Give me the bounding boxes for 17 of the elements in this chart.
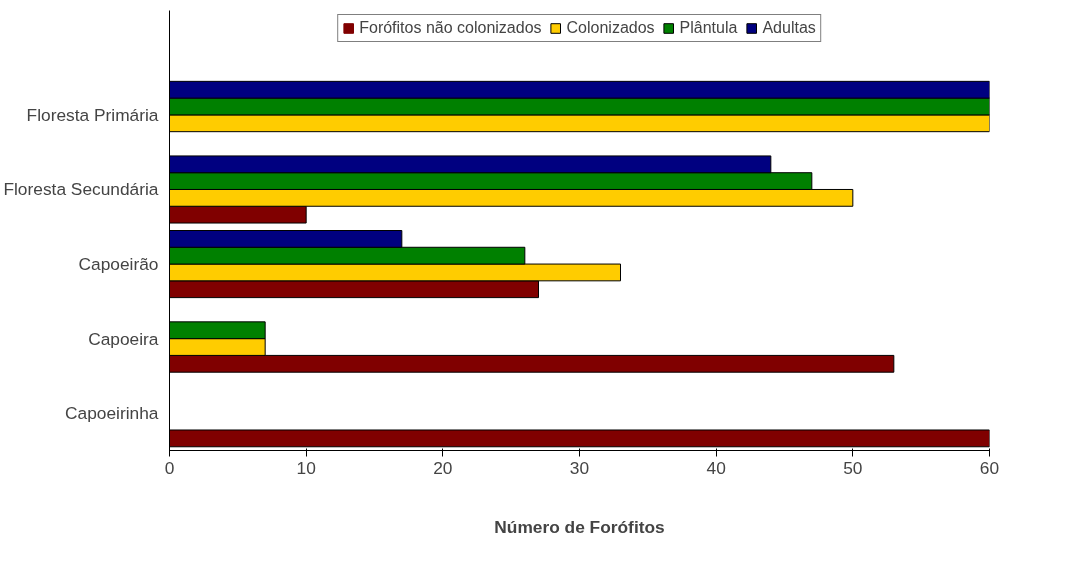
- legend-label: Colonizados: [566, 19, 655, 37]
- y-tick-label: Floresta Primária: [26, 104, 159, 125]
- x-tick-label: 50: [843, 457, 863, 478]
- x-tick-label: 40: [706, 457, 726, 478]
- y-tick-label: Capoeirão: [78, 254, 159, 275]
- y-tick-label: Floresta Secundária: [3, 179, 159, 200]
- x-axis-title: Número de Forófitos: [494, 516, 665, 537]
- x-tick-label: 10: [296, 457, 316, 478]
- x-tick-label: 0: [164, 457, 175, 478]
- legend-label: Plântula: [679, 19, 738, 37]
- legend-label: Adultas: [762, 19, 816, 37]
- y-tick-label: Capoeirinha: [65, 403, 159, 424]
- y-tick-label: Capoeira: [88, 328, 159, 349]
- x-tick-label: 30: [569, 457, 590, 478]
- x-tick-label: 60: [979, 457, 1000, 478]
- x-tick-label: 20: [433, 457, 453, 478]
- legend-label: Forófitos não colonizados: [359, 19, 542, 37]
